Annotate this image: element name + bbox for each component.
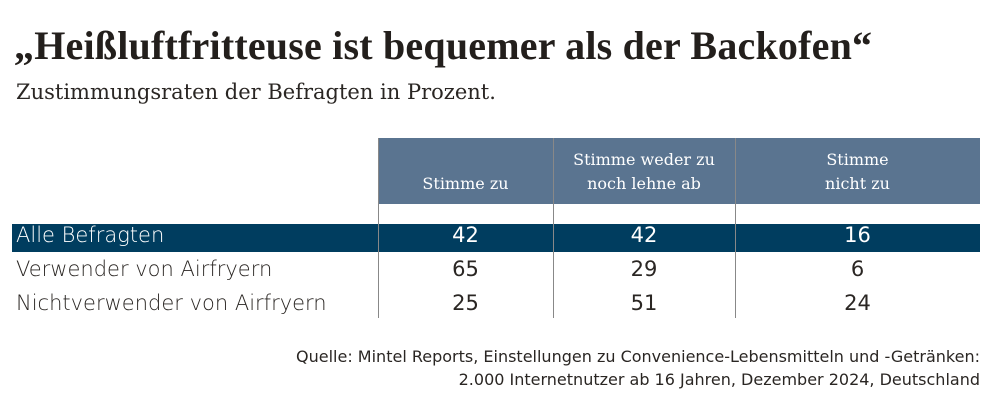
column-header-line: Stimme zu [422, 174, 509, 193]
chart-title: „Heißluftfritteuse ist bequemer als der … [14, 23, 873, 68]
column-header-text: Stimme weder zu noch lehne ab [573, 148, 715, 196]
table-cell-value: 6 [850, 257, 865, 281]
chart-subtitle: Zustimmungsraten der Befragten in Prozen… [16, 80, 496, 104]
table-cell-value: 42 [452, 223, 479, 247]
row-label: Nichtverwender von Airfryern [16, 291, 327, 315]
table-header-background [378, 138, 980, 204]
table-cell-value: 42 [630, 223, 658, 247]
table-cell-value: 24 [844, 291, 871, 315]
table-cell-value: 16 [844, 223, 871, 247]
row-label: Verwender von Airfryern [16, 257, 273, 281]
column-header-text: Stimme zu [422, 172, 508, 196]
column-header: Stimme weder zu noch lehne ab [553, 138, 735, 204]
table-cell-value: 65 [452, 257, 479, 281]
column-header-line: Stimme weder zu [573, 150, 715, 169]
column-header-text: Stimme nicht zu [825, 148, 890, 196]
table-cell-value: 25 [452, 291, 479, 315]
column-header-line: noch lehne ab [587, 174, 701, 193]
source-line-2: 2.000 Internetnutzer ab 16 Jahren, Dezem… [458, 370, 980, 389]
row-label: Alle Befragten [16, 223, 165, 247]
column-header-line: nicht zu [825, 174, 890, 193]
column-header-line: Stimme [826, 150, 889, 169]
highlight-row-background [12, 224, 980, 252]
column-divider [378, 138, 379, 318]
table-cell-value: 29 [630, 257, 658, 281]
column-divider [735, 138, 736, 318]
column-header: Stimme nicht zu [735, 138, 980, 204]
table-cell-value: 51 [630, 291, 658, 315]
source-line-1: Quelle: Mintel Reports, Einstellungen zu… [296, 347, 980, 366]
column-header: Stimme zu [378, 138, 553, 204]
column-divider [553, 138, 554, 318]
